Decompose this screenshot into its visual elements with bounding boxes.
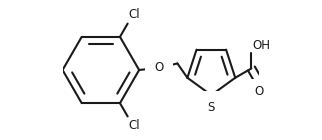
- Text: Cl: Cl: [129, 119, 140, 132]
- Text: O: O: [154, 61, 164, 74]
- Text: OH: OH: [252, 39, 270, 52]
- Text: O: O: [254, 85, 264, 98]
- Text: S: S: [208, 101, 215, 114]
- Text: Cl: Cl: [129, 8, 140, 21]
